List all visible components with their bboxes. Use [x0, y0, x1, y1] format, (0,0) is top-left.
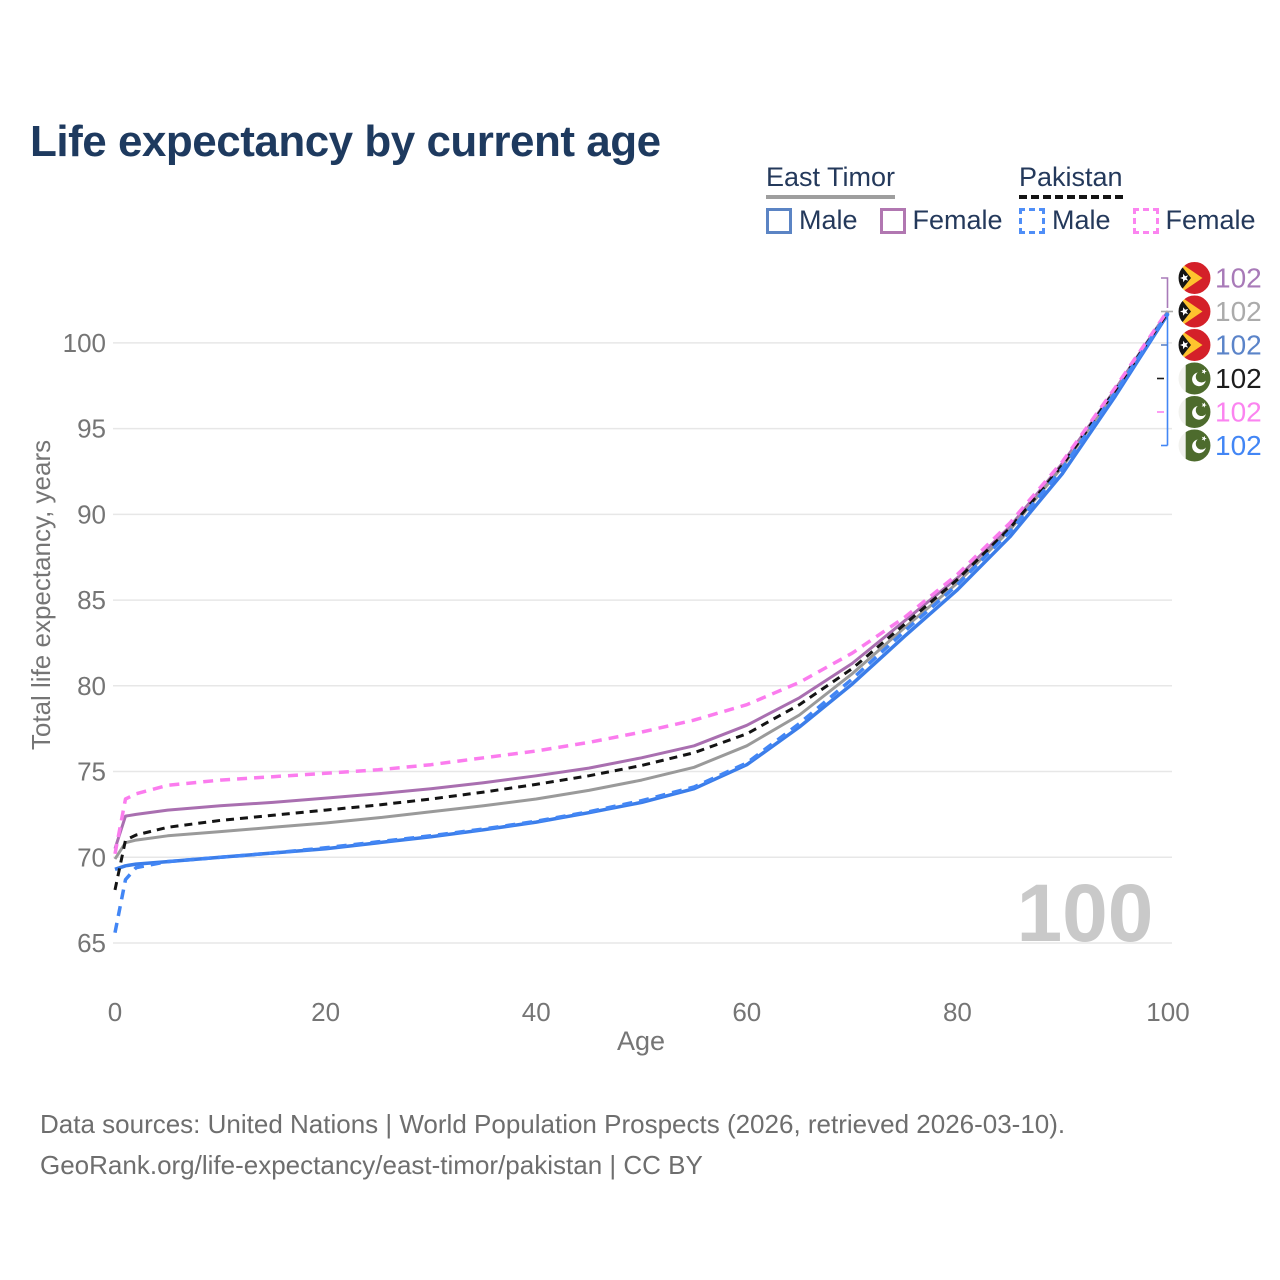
y-tick-label-85: 85: [77, 585, 106, 615]
footer: Data sources: United Nations | World Pop…: [40, 1104, 1065, 1186]
pakistan-flag-icon: [1177, 394, 1212, 430]
leader-line-0: [1161, 277, 1169, 308]
series-line-pak_male[interactable]: [113, 311, 1170, 934]
legend-item-east-timor-female[interactable]: Female: [879, 205, 1003, 236]
east-timor-flag-icon: [1177, 294, 1212, 329]
east-timor-flag-icon: [1177, 260, 1212, 296]
legend-item-east-timor-male[interactable]: Male: [766, 205, 858, 236]
y-tick-label-80: 80: [77, 671, 106, 701]
legend-swatch-east-timor-female: [879, 207, 906, 234]
x-tick-label-60: 60: [732, 997, 761, 1027]
y-tick-label-90: 90: [77, 499, 106, 529]
legend-label-east-timor-female: Female: [912, 205, 1003, 235]
y-tick-label-95: 95: [77, 414, 106, 444]
legend-group-pakistan: Pakistan Male Female: [1019, 162, 1256, 236]
y-tick-label-70: 70: [77, 842, 106, 872]
legend-header-east-timor[interactable]: East Timor: [766, 162, 896, 199]
series-line-pak_female[interactable]: [113, 309, 1170, 855]
pakistan-flag-icon: [1177, 361, 1212, 396]
x-tick-label-20: 20: [311, 997, 340, 1027]
legend-swatch-pakistan-female: [1132, 207, 1159, 234]
end-label-value-et_total[interactable]: 102: [1215, 296, 1262, 327]
legend-label-pakistan-male: Male: [1052, 205, 1111, 235]
x-tick-label-100: 100: [1146, 997, 1189, 1027]
end-label-value-pak_total[interactable]: 102: [1215, 363, 1262, 394]
legend-header-pakistan[interactable]: Pakistan: [1019, 162, 1123, 199]
footer-data-sources: Data sources: United Nations | World Pop…: [40, 1109, 1066, 1139]
end-label-value-pak_female[interactable]: 102: [1215, 397, 1262, 428]
y-tick-label-65: 65: [77, 928, 106, 958]
x-tick-label-40: 40: [522, 997, 551, 1027]
axis-title-x: Age: [617, 1026, 665, 1056]
end-label-value-et_male[interactable]: 102: [1215, 330, 1262, 361]
legend-label-east-timor-male: Male: [799, 205, 858, 235]
x-tick-label-0: 0: [108, 997, 122, 1027]
axis-title-y: Total life expectancy, years: [26, 440, 56, 750]
series-line-et_female[interactable]: [113, 310, 1170, 850]
end-label-value-pak_male[interactable]: 102: [1215, 430, 1262, 461]
series-line-et_male[interactable]: [114, 312, 1170, 871]
page-title: Life expectancy by current age: [30, 117, 661, 167]
legend-label-pakistan-female: Female: [1165, 205, 1256, 235]
pakistan-flag-icon: [1177, 428, 1212, 463]
legend-group-east-timor: East Timor Male Female: [766, 162, 1003, 236]
watermark-age-counter: 100: [1017, 868, 1154, 959]
y-tick-label-75: 75: [77, 757, 106, 787]
end-label-value-et_female[interactable]: 102: [1215, 263, 1262, 294]
legend-item-pakistan-female[interactable]: Female: [1132, 205, 1256, 236]
x-tick-label-80: 80: [943, 997, 972, 1027]
east-timor-flag-icon: [1177, 327, 1212, 363]
legend-swatch-east-timor-male: [766, 207, 792, 234]
legend-item-pakistan-male[interactable]: Male: [1019, 205, 1111, 236]
legend-swatch-pakistan-male: [1019, 207, 1045, 234]
footer-attribution: GeoRank.org/life-expectancy/east-timor/p…: [40, 1150, 703, 1180]
series-line-pak_total[interactable]: [113, 311, 1170, 891]
y-tick-label-100: 100: [63, 328, 106, 358]
